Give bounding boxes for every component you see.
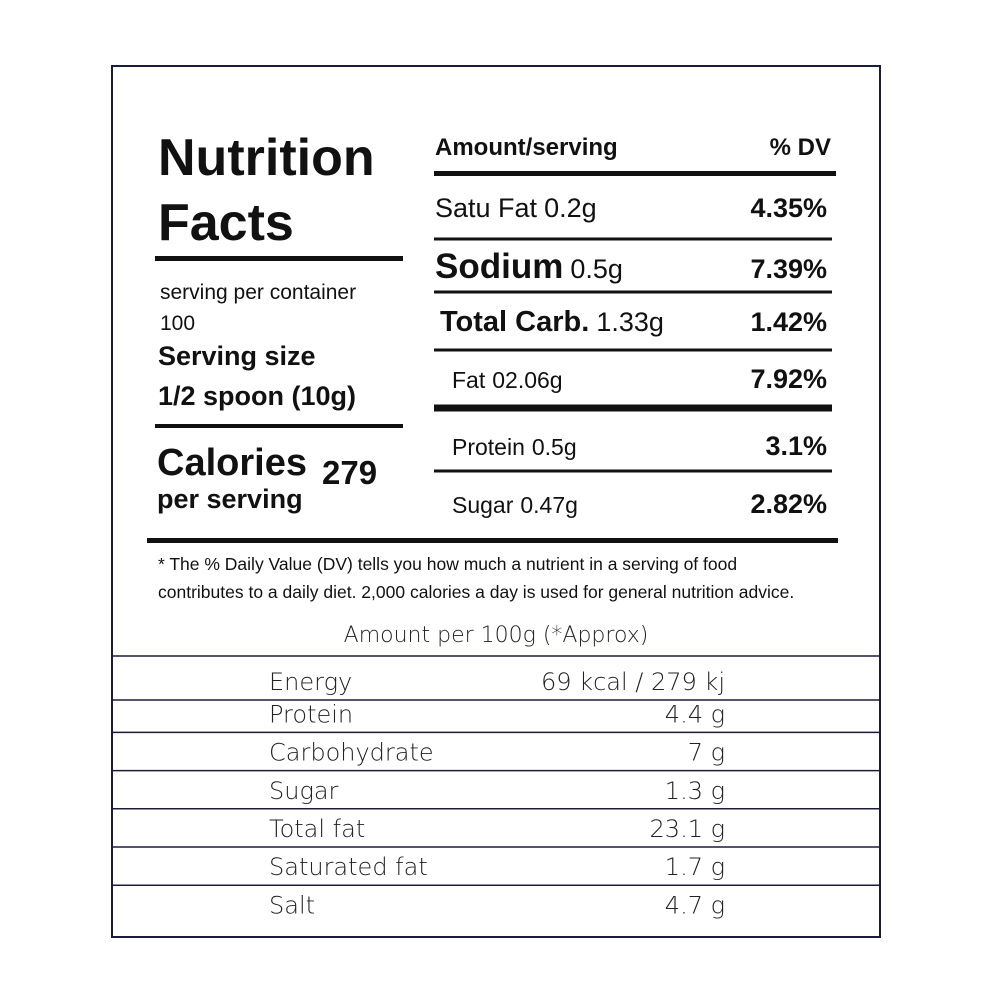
dv-rows: Satu Fat 0.2g 4.35%Sodium 0.5g 7.39%Total Ca… <box>434 193 832 519</box>
nutrient-amount: 1.33g <box>596 307 664 337</box>
table-value: 4.4 g <box>665 700 725 728</box>
dv-row-label: Fat 02.06g <box>452 367 563 393</box>
rule <box>434 404 832 412</box>
nutrient-amount: 0.47g <box>520 492 578 518</box>
dv-percent: 2.82% <box>750 489 827 519</box>
nutrient-name: Fat <box>452 367 486 393</box>
size-value: 1/2 spoon (10g) <box>158 381 356 411</box>
table-label: Total fat <box>269 815 365 843</box>
title: Facts <box>158 194 294 252</box>
table-value: 4.7 g <box>665 891 725 919</box>
dv-row-label: Total Carb. 1.33g <box>440 306 664 338</box>
rule <box>434 348 832 352</box>
outer-border <box>111 65 881 938</box>
nutrient-amount: 0.5g <box>532 434 577 460</box>
dv-header: Amount/serving <box>435 134 618 161</box>
dv-row-label: Satu Fat 0.2g <box>435 193 597 223</box>
rule <box>434 290 832 294</box>
serving-value: 100 <box>160 312 195 335</box>
dv-row-label: Protein 0.5g <box>452 434 577 460</box>
nutrient-name: Sugar <box>452 492 514 518</box>
dv-row-label: Sugar 0.47g <box>452 492 578 518</box>
calories-value: 279 <box>322 454 377 491</box>
nutrient-name: Sodium <box>435 247 563 286</box>
nutrient-name: Satu Fat <box>435 193 538 223</box>
dv-row-label: Sodium 0.5g <box>435 247 623 286</box>
dv-percent: 4.35% <box>750 193 827 223</box>
calories-sublabel: per serving <box>157 484 303 514</box>
serving-label: serving per container <box>160 281 356 304</box>
rule <box>434 171 836 176</box>
nutrient-amount: 0.2g <box>544 193 597 223</box>
table-label: Sugar <box>269 777 339 805</box>
table-value: 1.3 g <box>665 777 725 805</box>
nutrient-amount: 0.5g <box>570 254 623 284</box>
nutrient-amount: 02.06g <box>492 367 562 393</box>
table-label: Saturated fat <box>269 853 428 881</box>
dv-percent: 7.39% <box>750 254 827 284</box>
table-label: Carbohydrate <box>269 739 434 767</box>
table-title: Amount per 100g (*Approx) <box>344 623 649 648</box>
table-value: 23.1 g <box>650 815 725 843</box>
rule <box>155 424 403 428</box>
table-label: Salt <box>269 891 315 919</box>
dv-percent: 7.92% <box>750 364 827 394</box>
table-label: Protein <box>269 700 353 728</box>
footnote: * The % Daily Value (DV) tells you how m… <box>158 554 737 574</box>
table-value: 1.7 g <box>665 853 725 881</box>
rule <box>434 469 832 473</box>
calories-label: Calories <box>157 442 307 484</box>
table-value: 69 kcal / 279 kj <box>541 668 725 696</box>
size-label: Serving size <box>158 341 316 371</box>
rule <box>155 256 403 261</box>
dv-percent: 3.1% <box>765 431 827 461</box>
dv-percent: 1.42% <box>750 307 827 337</box>
table-label: Energy <box>269 668 352 696</box>
nutrient-name: Protein <box>452 434 525 460</box>
table-value: 7 g <box>688 739 725 767</box>
rule <box>434 237 832 241</box>
rule <box>147 538 838 543</box>
dv-header: % DV <box>770 134 831 161</box>
title: Nutrition <box>158 129 375 187</box>
nutrient-name: Total Carb. <box>440 306 589 338</box>
table: Energy 69 kcal / 279 kj Protein 4.4 g Carboh… <box>112 655 880 919</box>
footnote: contributes to a daily diet. 2,000 calor… <box>158 582 794 602</box>
